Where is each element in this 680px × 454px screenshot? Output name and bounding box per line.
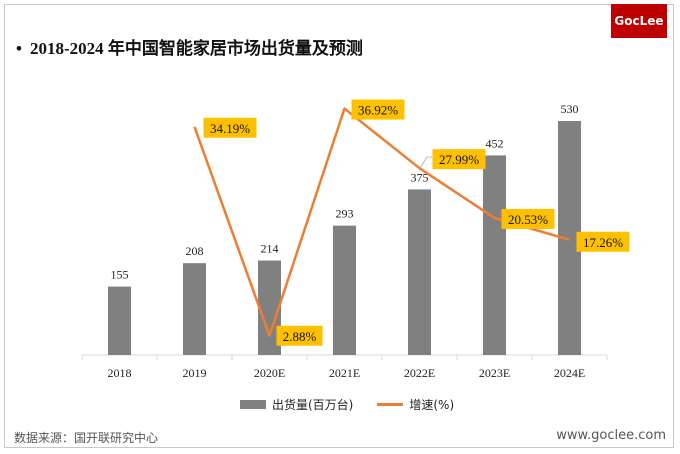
goclee-logo: GocLee (611, 4, 667, 38)
bar-label: 452 (486, 136, 504, 150)
growth-label-box (276, 325, 323, 346)
bar-label: 530 (561, 102, 579, 116)
growth-label-box (203, 117, 257, 138)
growth-label-box (576, 231, 630, 252)
growth-label: 2.88% (283, 329, 317, 344)
bar-2020E (258, 260, 281, 355)
bar-2023E (483, 155, 506, 355)
label-leader-line (418, 156, 432, 171)
x-tick-label: 2023E (479, 366, 510, 380)
bar-label: 214 (261, 242, 279, 256)
growth-label: 27.99% (439, 152, 479, 167)
bar-2018 (108, 286, 131, 355)
legend-bar-swatch (240, 400, 266, 409)
bar-2024E (558, 121, 581, 355)
growth-label: 34.19% (210, 121, 250, 136)
bar-label: 293 (336, 207, 354, 221)
legend-line-label: 增速(%) (409, 398, 455, 412)
chart-frame (4, 4, 674, 448)
x-tick-label: 2019 (183, 366, 207, 380)
bar-label: 375 (411, 170, 429, 184)
x-tick-label: 2024E (554, 366, 585, 380)
growth-label: 17.26% (583, 235, 623, 250)
bullet-icon: • (16, 39, 22, 58)
bar-2019 (183, 263, 206, 355)
bar-2022E (408, 189, 431, 355)
growth-label-box (351, 99, 405, 120)
data-source: 数据来源：国开联研究中心 (14, 431, 159, 445)
legend-bar-label: 出货量(百万台) (272, 398, 354, 412)
legend-line-swatch (377, 403, 404, 406)
bar-label: 208 (186, 244, 204, 258)
growth-label: 36.92% (358, 103, 398, 118)
growth-label-box (501, 208, 555, 229)
x-tick-label: 2020E (254, 366, 285, 380)
website-url: www.goclee.com (556, 428, 666, 443)
growth-label: 20.53% (508, 212, 548, 227)
x-tick-label: 2018 (108, 366, 132, 380)
x-tick-label: 2021E (329, 366, 360, 380)
x-tick-label: 2022E (404, 366, 435, 380)
chart-title: • 2018-2024 年中国智能家居市场出货量及预测 (16, 34, 363, 59)
title-text: 2018-2024 年中国智能家居市场出货量及预测 (29, 39, 363, 58)
growth-label-box (432, 149, 486, 170)
legend: 出货量(百万台) 增速(%) (240, 396, 454, 413)
bar-label: 155 (111, 268, 129, 282)
bar-2021E (333, 225, 356, 355)
